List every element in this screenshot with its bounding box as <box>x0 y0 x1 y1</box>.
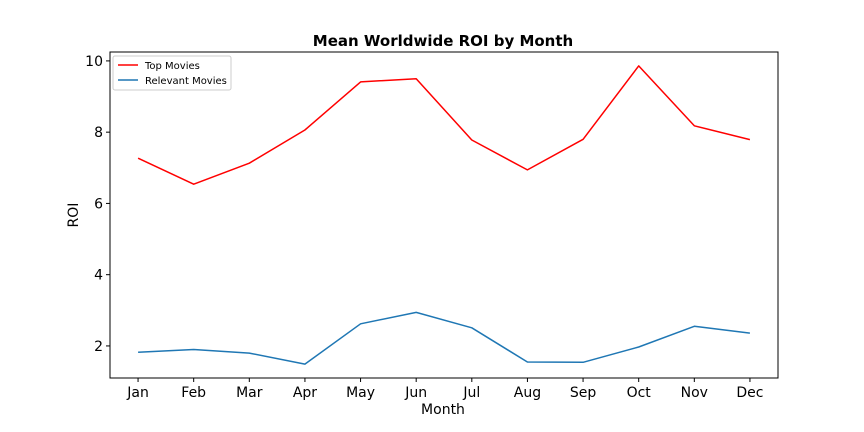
legend: Top Movies Relevant Movies <box>112 55 232 91</box>
legend-box <box>112 55 232 91</box>
plot-area <box>109 51 779 379</box>
x-tick-label: Aug <box>514 385 541 401</box>
series-lines <box>137 65 751 365</box>
x-tick-label: Sep <box>570 385 597 401</box>
x-tick-label: Mar <box>236 385 263 401</box>
legend-label-top-movies: Top Movies <box>144 61 200 72</box>
x-tick-label: Jun <box>404 385 427 401</box>
x-tick-label: May <box>346 385 375 401</box>
x-tick-label: Feb <box>181 385 206 401</box>
y-tick-label: 4 <box>94 268 103 284</box>
x-axis-label: Month <box>421 402 465 418</box>
x-tick-label: Apr <box>293 385 317 401</box>
y-axis: 2 4 6 8 10 <box>85 54 110 355</box>
y-tick-label: 8 <box>94 125 103 141</box>
series-line-top-movies <box>137 65 751 185</box>
legend-label-relevant-movies: Relevant Movies <box>145 76 227 87</box>
x-tick-label: Oct <box>627 385 652 401</box>
y-tick-label: 2 <box>94 339 103 355</box>
y-tick-label: 6 <box>94 196 103 212</box>
y-tick-label: 10 <box>85 54 103 70</box>
x-tick-label: Jan <box>126 385 149 401</box>
x-tick-label: Dec <box>736 385 763 401</box>
x-axis: Jan Feb Mar Apr May Jun Jul Aug Sep Oct Nov Dec <box>126 378 763 401</box>
x-tick-label: Jul <box>462 385 480 401</box>
y-axis-label: ROI <box>66 203 82 228</box>
x-tick-label: Nov <box>681 385 708 401</box>
series-line-relevant-movies <box>138 311 750 365</box>
chart-title: Mean Worldwide ROI by Month <box>313 32 573 50</box>
